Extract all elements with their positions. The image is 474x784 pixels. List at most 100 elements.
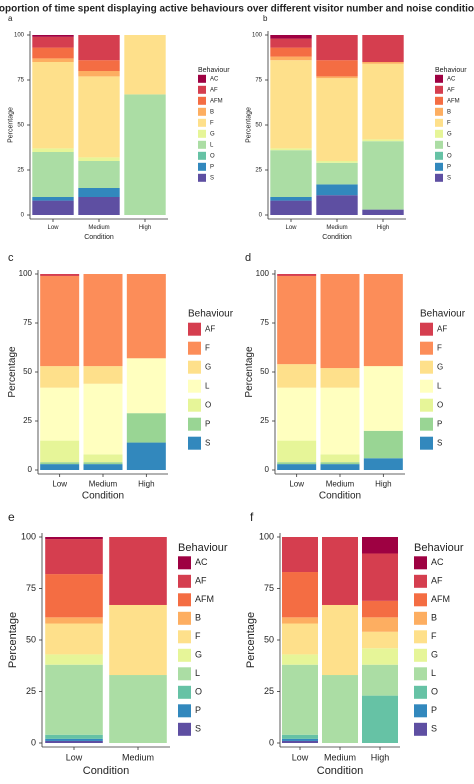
x-tick-label: Low: [285, 225, 297, 231]
legend-label: S: [447, 175, 451, 181]
y-axis-label: Percentage: [8, 107, 15, 143]
bar-segment: [320, 387, 360, 455]
bar-segment: [282, 740, 318, 743]
bar-segment: [78, 157, 120, 161]
y-axis-label: Percentage: [7, 346, 18, 398]
bar-segment: [126, 442, 166, 470]
legend-label: P: [205, 419, 210, 428]
legend-label: O: [447, 153, 452, 159]
legend-swatch: [414, 685, 427, 699]
bar-segment: [362, 664, 398, 696]
y-axis-label: Percentage: [246, 107, 253, 143]
legend-swatch: [178, 611, 191, 625]
legend-swatch: [420, 360, 433, 374]
y-tick-label: 25: [17, 168, 24, 174]
bar-segment: [282, 537, 318, 573]
bar-segment: [277, 462, 317, 465]
legend-swatch: [435, 140, 443, 149]
bar-segment: [45, 617, 103, 624]
legend-label: S: [195, 724, 201, 734]
legend-label: O: [431, 687, 438, 697]
bar-segment: [45, 623, 103, 655]
legend-swatch: [420, 379, 433, 393]
bar-segment: [32, 47, 74, 59]
bar-segment: [270, 56, 312, 61]
bar-segment: [109, 675, 167, 743]
legend-swatch: [198, 96, 206, 105]
legend-swatch: [178, 556, 191, 570]
y-tick-label: 100: [252, 33, 263, 39]
legend-label: AF: [210, 87, 218, 93]
legend-swatch: [414, 667, 427, 681]
legend-label: P: [447, 164, 451, 170]
x-tick-label: Low: [289, 479, 304, 488]
bar-segment: [83, 464, 123, 470]
bar-segment: [322, 675, 358, 743]
x-tick-label: Medium: [326, 479, 355, 488]
bar-segment: [32, 62, 74, 149]
legend-label: P: [210, 164, 214, 170]
bar-segment: [32, 200, 74, 215]
bar-segment: [363, 274, 403, 367]
legend-label: P: [431, 705, 437, 715]
x-axis-label: Condition: [319, 491, 361, 502]
bar-segment: [282, 572, 318, 618]
bar-segment: [282, 623, 318, 655]
panel-label: e: [8, 510, 15, 524]
y-tick-label: 100: [19, 269, 33, 278]
legend-label: L: [447, 142, 451, 148]
figure-title: Proportion of time spent displaying acti…: [0, 4, 474, 15]
legend-label: AC: [195, 557, 208, 567]
legend-label: AFM: [195, 594, 214, 604]
bar-segment: [109, 537, 167, 605]
legend-swatch: [435, 118, 443, 127]
bar-segment: [282, 734, 318, 739]
legend-swatch: [435, 74, 443, 83]
bar-segment: [277, 274, 317, 276]
bar-segment: [320, 462, 360, 465]
legend-label: B: [210, 109, 214, 115]
legend-swatch: [414, 556, 427, 570]
bar-segment: [83, 366, 123, 384]
legend-swatch: [198, 85, 206, 94]
legend-title: Behaviour: [414, 542, 464, 554]
bar-segment: [320, 368, 360, 388]
bar-segment: [32, 197, 74, 201]
x-tick-label: Medium: [122, 752, 154, 762]
legend-label: L: [431, 668, 436, 678]
y-tick-label: 50: [26, 634, 36, 644]
legend-label: AC: [447, 76, 456, 82]
legend-label: AF: [205, 324, 215, 333]
bar-segment: [277, 364, 317, 388]
legend-swatch: [414, 722, 427, 736]
bar-segment: [32, 148, 74, 152]
legend-swatch: [198, 162, 206, 171]
bar-segment: [270, 150, 312, 197]
bar-segment: [362, 617, 398, 632]
y-tick-label: 100: [259, 531, 274, 541]
bar-segment: [362, 553, 398, 601]
bar-segment: [277, 275, 317, 365]
legend-title: Behaviour: [188, 309, 234, 320]
legend-swatch: [188, 322, 201, 336]
legend-label: B: [431, 613, 437, 623]
legend-label: G: [210, 131, 215, 137]
y-tick-label: 100: [14, 33, 25, 39]
legend-swatch: [414, 630, 427, 644]
legend-label: G: [205, 362, 211, 371]
legend-label: F: [205, 343, 210, 352]
legend-label: P: [437, 419, 442, 428]
x-tick-label: Low: [47, 225, 59, 231]
legend-label: B: [195, 613, 201, 623]
legend-label: F: [431, 631, 437, 641]
legend-swatch: [188, 417, 201, 431]
bar-segment: [270, 60, 312, 149]
bar-segment: [316, 76, 358, 79]
bar-segment: [40, 274, 80, 276]
bar-segment: [316, 161, 358, 163]
legend-title: Behaviour: [435, 67, 467, 74]
legend-swatch: [198, 140, 206, 149]
legend-swatch: [435, 96, 443, 105]
y-tick-label: 100: [256, 269, 270, 278]
